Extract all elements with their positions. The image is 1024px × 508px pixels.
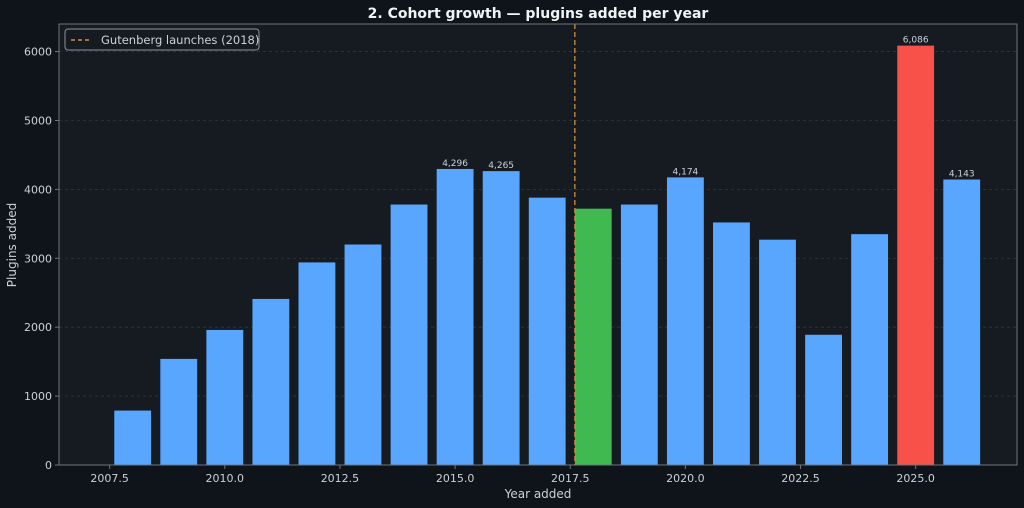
x-tick-label: 2007.5 bbox=[90, 472, 129, 485]
plot-frame bbox=[58, 23, 1018, 466]
x-tick-label: 2025.0 bbox=[896, 472, 935, 485]
y-tick-label: 6000 bbox=[24, 46, 52, 59]
legend: Gutenberg launches (2018) bbox=[64, 28, 260, 51]
bar-2014 bbox=[390, 204, 428, 466]
y-tick-label: 5000 bbox=[24, 114, 52, 127]
chart-title: 2. Cohort growth — plugins added per yea… bbox=[368, 6, 709, 22]
data-label: 4,296 bbox=[442, 159, 468, 169]
bar-2026 bbox=[943, 179, 981, 465]
y-tick-label: 0 bbox=[45, 459, 52, 472]
bar-2008 bbox=[114, 410, 152, 465]
bar-2017 bbox=[528, 197, 566, 466]
bar-2025 bbox=[897, 45, 935, 465]
bar-2024 bbox=[851, 234, 889, 465]
x-tick-label: 2022.5 bbox=[781, 472, 820, 485]
bar-2012 bbox=[298, 262, 336, 465]
y-tick-label: 3000 bbox=[24, 252, 52, 265]
bar-2011 bbox=[252, 298, 290, 465]
bar-2023 bbox=[805, 334, 842, 465]
data-label: 6,086 bbox=[903, 36, 929, 46]
bar-2019 bbox=[620, 204, 658, 466]
bar-2010 bbox=[206, 329, 244, 465]
y-tick-label: 2000 bbox=[24, 321, 52, 334]
bar-2009 bbox=[160, 358, 198, 465]
x-tick-label: 2012.5 bbox=[321, 472, 360, 485]
bars bbox=[114, 45, 981, 466]
bar-2021 bbox=[713, 222, 750, 465]
bar-2018 bbox=[574, 208, 612, 465]
data-label: 4,174 bbox=[673, 167, 699, 177]
x-tick-label: 2017.5 bbox=[551, 472, 590, 485]
y-tick-label: 4000 bbox=[24, 183, 52, 196]
x-axis-label: Year added bbox=[504, 487, 572, 501]
data-label: 4,265 bbox=[488, 161, 514, 171]
x-axis-ticks: 2007.5 2010.0 2012.5 2015.0 2017.5 2020.0 2022… bbox=[90, 465, 935, 485]
x-tick-label: 2010.0 bbox=[206, 472, 245, 485]
y-axis-label: Plugins added bbox=[5, 203, 19, 287]
legend-label: Gutenberg launches (2018) bbox=[101, 33, 259, 47]
x-tick-label: 2015.0 bbox=[436, 472, 475, 485]
y-tick-label: 1000 bbox=[24, 390, 52, 403]
bar-2022 bbox=[759, 239, 796, 465]
data-labels: 4,296 4,265 4,174 6,086 4,143 bbox=[442, 36, 974, 180]
bar-2016 bbox=[482, 171, 520, 465]
bar-2020 bbox=[666, 177, 704, 465]
y-axis-ticks: 0 1000 2000 3000 4000 5000 6000 bbox=[24, 46, 59, 472]
bar-2013 bbox=[344, 244, 382, 465]
legend-box bbox=[64, 28, 260, 51]
data-label: 4,143 bbox=[949, 170, 975, 180]
x-tick-label: 2020.0 bbox=[666, 472, 705, 485]
bar-2015 bbox=[436, 168, 474, 465]
